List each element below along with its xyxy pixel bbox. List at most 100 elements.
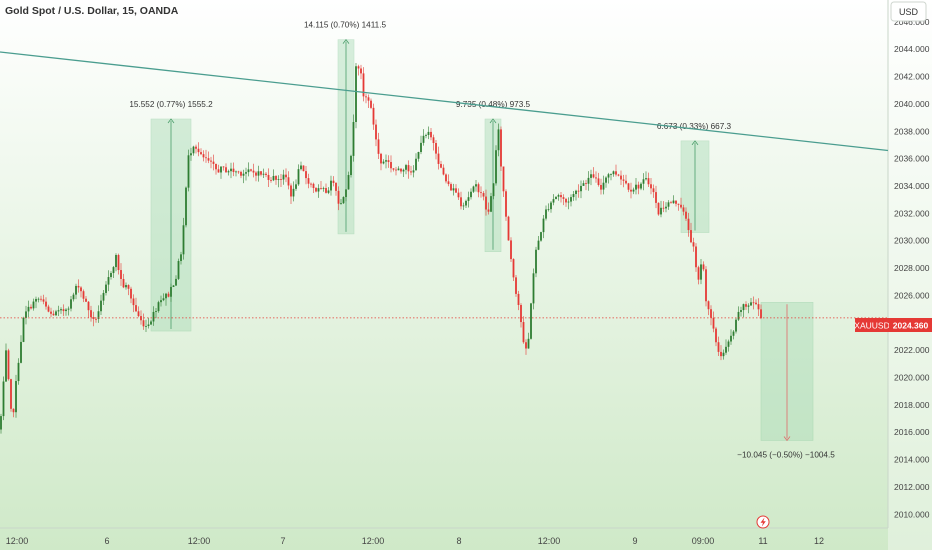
candle-body bbox=[402, 169, 405, 172]
candle-body bbox=[447, 181, 450, 185]
candle-body bbox=[415, 158, 417, 171]
candle-body bbox=[0, 416, 2, 430]
candle-body bbox=[192, 146, 195, 154]
measure-label: −10.045 (−0.50%) −1004.5 bbox=[737, 450, 835, 459]
candle-body bbox=[357, 66, 360, 69]
candle-body bbox=[237, 171, 240, 173]
trendline[interactable] bbox=[0, 51, 889, 152]
candle-body bbox=[600, 184, 602, 190]
candle-body bbox=[322, 188, 325, 189]
candle-body bbox=[467, 197, 470, 201]
candle-body bbox=[610, 174, 612, 175]
measure-arrowhead bbox=[342, 39, 350, 44]
candle-body bbox=[42, 299, 45, 302]
candle-body bbox=[232, 168, 235, 173]
candle-body bbox=[227, 171, 230, 173]
candle-body bbox=[510, 240, 512, 260]
price-tick-label: 2044.000 bbox=[894, 44, 930, 54]
currency-button[interactable]: USD bbox=[890, 1, 927, 22]
candle-body bbox=[52, 313, 55, 316]
candle-body bbox=[55, 311, 57, 316]
candle-body bbox=[430, 131, 432, 138]
candle-body bbox=[395, 169, 397, 171]
price-tick-label: 2034.000 bbox=[894, 181, 930, 191]
candle-body bbox=[10, 379, 12, 409]
candle-body bbox=[235, 171, 237, 173]
candle-body bbox=[622, 179, 625, 181]
lightning-icon[interactable] bbox=[756, 515, 770, 529]
candle-body bbox=[655, 192, 657, 203]
candle-body bbox=[560, 195, 562, 198]
candle-body bbox=[205, 157, 207, 159]
price-axis-background bbox=[888, 0, 932, 550]
price-tick-label: 2010.000 bbox=[894, 509, 930, 519]
candle-body bbox=[370, 100, 372, 108]
measure-label: 14.115 (0.70%) 1411.5 bbox=[304, 21, 387, 30]
candle-body bbox=[20, 341, 22, 363]
candle-body bbox=[747, 305, 750, 307]
time-axis: 12:00 6 12:00 7 12:00 8 12:00 9 09:00 11 12 bbox=[6, 536, 824, 546]
candle-body bbox=[112, 267, 115, 274]
candle-body bbox=[422, 135, 425, 143]
candle-body bbox=[752, 302, 755, 304]
candle-body bbox=[375, 124, 377, 140]
candle-body bbox=[265, 173, 267, 175]
candle-body bbox=[22, 317, 25, 342]
candle-body bbox=[77, 285, 80, 288]
candle-body bbox=[82, 291, 85, 299]
candle-body bbox=[240, 171, 242, 176]
candle-body bbox=[157, 302, 160, 312]
candle-body bbox=[635, 184, 637, 190]
candle-body bbox=[270, 179, 272, 181]
candle-body bbox=[615, 171, 617, 175]
candle-body bbox=[292, 188, 295, 197]
candle-body bbox=[617, 174, 620, 176]
candle-body bbox=[562, 197, 565, 199]
candle-body bbox=[302, 165, 305, 172]
candle-body bbox=[15, 381, 17, 413]
candle-body bbox=[675, 200, 677, 204]
candle-body bbox=[645, 178, 647, 180]
candle-body bbox=[487, 209, 490, 212]
candle-body bbox=[400, 168, 402, 172]
candle-body bbox=[477, 184, 480, 193]
candle-body bbox=[330, 180, 332, 191]
candle-body bbox=[320, 188, 322, 189]
candle-body bbox=[367, 97, 370, 101]
candle-body bbox=[110, 273, 112, 278]
candle-body bbox=[625, 180, 627, 184]
candles-layer bbox=[0, 62, 762, 434]
candle-body bbox=[70, 299, 72, 309]
price-tick-label: 2020.000 bbox=[894, 373, 930, 383]
candle-body bbox=[647, 178, 650, 185]
candle-body bbox=[505, 191, 507, 217]
candle-body bbox=[12, 408, 15, 413]
candle-body bbox=[412, 170, 415, 173]
candle-body bbox=[350, 155, 352, 176]
time-tick-label: 12:00 bbox=[188, 536, 211, 546]
candle-body bbox=[572, 194, 575, 198]
candle-body bbox=[515, 277, 517, 294]
candle-body bbox=[262, 173, 265, 175]
candle-body bbox=[522, 322, 525, 343]
candle-body bbox=[167, 293, 170, 297]
candle-body bbox=[282, 174, 285, 180]
candle-body bbox=[337, 190, 340, 204]
candle-body bbox=[677, 203, 680, 205]
measure-arrowhead bbox=[167, 118, 175, 124]
candle-body bbox=[492, 183, 495, 197]
candle-body bbox=[665, 206, 667, 209]
measurement-layer: 15.552 (0.77%) 1555.2 14.115 (0.70%) 1411… bbox=[129, 21, 835, 460]
candle-body bbox=[335, 182, 337, 191]
candle-body bbox=[717, 342, 720, 352]
price-tick-label: 2040.000 bbox=[894, 99, 930, 109]
candle-body bbox=[190, 153, 192, 156]
price-tick-label: 2042.000 bbox=[894, 72, 930, 82]
candle-body bbox=[640, 183, 642, 189]
candle-body bbox=[442, 167, 445, 175]
candle-body bbox=[580, 185, 582, 192]
candle-body bbox=[340, 203, 342, 204]
